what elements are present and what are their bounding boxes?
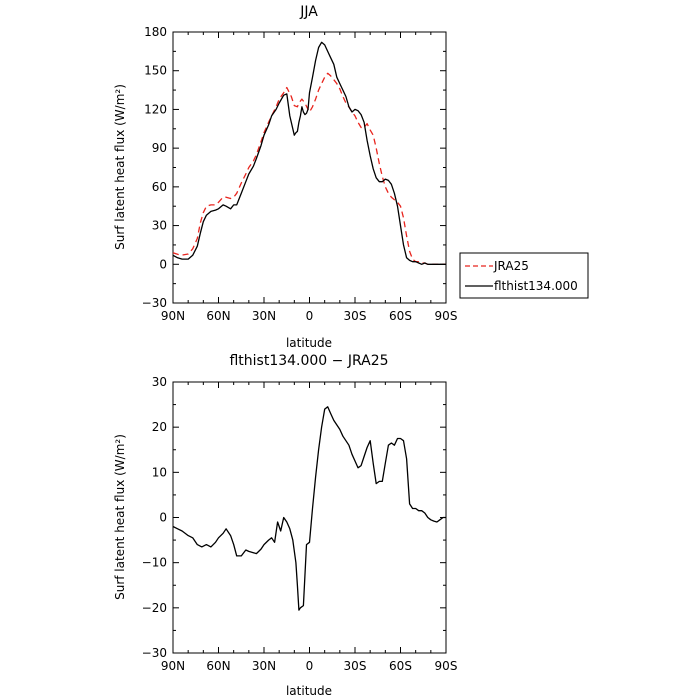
- bottom-axis-ticks: 90N 60N 30N 0 30S 60S 90S −30 −20 −10 0 10 20 30: [142, 375, 458, 673]
- top-y-tick-label: −30: [142, 296, 167, 310]
- bottom-series-lines: [172, 406, 446, 611]
- legend-label-jra25: JRA25: [493, 259, 529, 273]
- top-chart-title: JJA: [299, 4, 318, 20]
- bottom-x-axis-label: latitude: [286, 684, 332, 698]
- bottom-y-tick-label: −10: [142, 556, 167, 570]
- top-x-tick-label: 60S: [389, 309, 412, 323]
- top-x-tick-label: 60N: [206, 309, 230, 323]
- bottom-x-tick-label: 0: [306, 659, 314, 673]
- top-series-lines: [172, 41, 446, 265]
- top-panel: JJA 90N 60N 30N 0 30S 60S 90S −30 0 30 60 90 120 150 1…: [113, 4, 589, 350]
- bottom-y-tick-label: −20: [142, 601, 167, 615]
- bottom-chart-title: flthist134.000 − JRA25: [229, 353, 388, 369]
- top-y-tick-label: 60: [152, 180, 167, 194]
- top-series-line-flthist134-000: [172, 41, 446, 265]
- top-y-tick-label: 90: [152, 141, 167, 155]
- top-x-tick-label: 90N: [161, 309, 185, 323]
- bottom-x-tick-label: 60N: [206, 659, 230, 673]
- bottom-y-tick-label: 10: [152, 465, 167, 479]
- bottom-plot-frame: [172, 381, 447, 654]
- bottom-x-tick-label: 30N: [252, 659, 276, 673]
- bottom-y-tick-label: −30: [142, 646, 167, 660]
- top-x-tick-label: 30S: [344, 309, 367, 323]
- bottom-panel: flthist134.000 − JRA25 90N 60N 30N 0 30S 60S 9…: [113, 353, 457, 698]
- top-y-tick-label: 0: [159, 257, 167, 271]
- top-plot-frame: [172, 31, 447, 304]
- legend: JRA25 flthist134.000: [459, 252, 589, 299]
- top-x-axis-label: latitude: [286, 336, 332, 350]
- bottom-y-tick-label: 0: [159, 511, 167, 525]
- top-series-line-jra25: [172, 72, 446, 265]
- top-y-tick-label: 120: [144, 102, 167, 116]
- bottom-y-tick-label: 20: [152, 420, 167, 434]
- bottom-x-tick-label: 30S: [344, 659, 367, 673]
- top-y-tick-label: 180: [144, 25, 167, 39]
- bottom-series-line-0: [172, 406, 446, 611]
- top-x-tick-label: 90S: [435, 309, 458, 323]
- bottom-x-tick-label: 90N: [161, 659, 185, 673]
- bottom-y-tick-label: 30: [152, 375, 167, 389]
- top-x-tick-label: 30N: [252, 309, 276, 323]
- top-y-axis-label: Surf latent heat flux (W/m²): [113, 84, 127, 250]
- bottom-x-tick-label: 60S: [389, 659, 412, 673]
- legend-box: [459, 252, 589, 299]
- top-y-tick-label: 30: [152, 219, 167, 233]
- bottom-x-tick-label: 90S: [435, 659, 458, 673]
- legend-label-flthist: flthist134.000: [494, 279, 578, 293]
- top-y-tick-label: 150: [144, 64, 167, 78]
- top-x-tick-label: 0: [306, 309, 314, 323]
- top-axis-ticks: 90N 60N 30N 0 30S 60S 90S −30 0 30 60 90 120 150 180: [142, 25, 458, 323]
- bottom-y-axis-label: Surf latent heat flux (W/m²): [113, 434, 127, 600]
